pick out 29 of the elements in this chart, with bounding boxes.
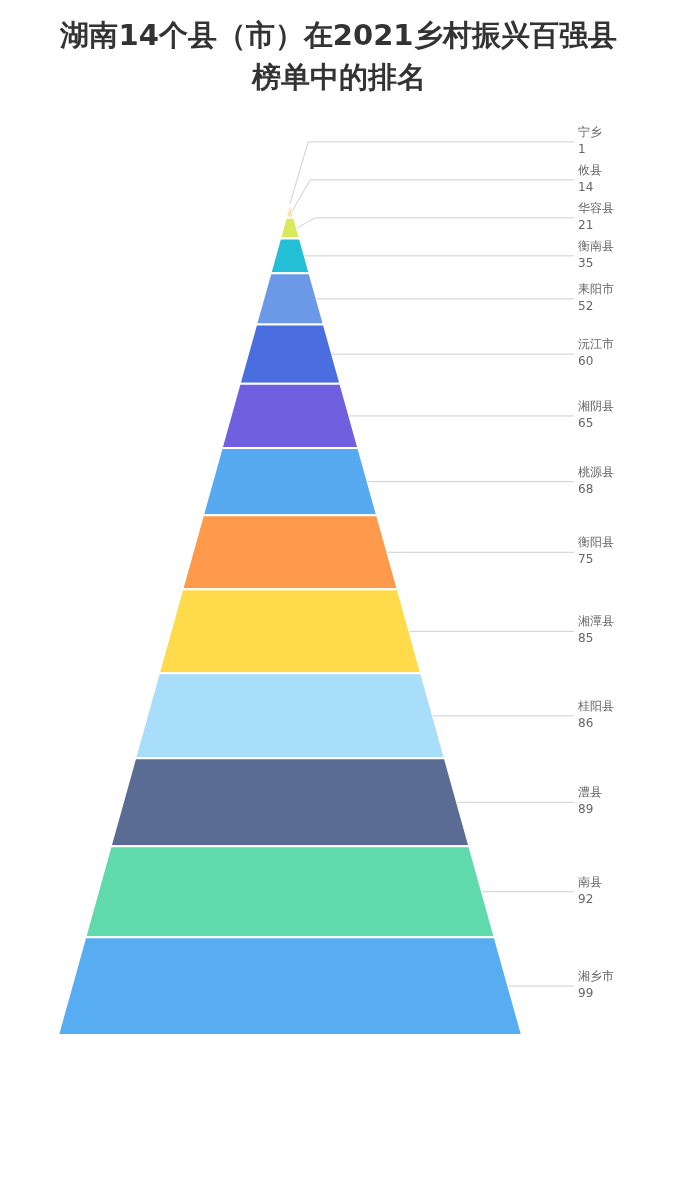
- category-label: 湘乡市: [578, 969, 614, 984]
- category-label: 衡阳县: [578, 535, 614, 550]
- data-label: 89: [578, 802, 594, 817]
- data-label: 75: [578, 552, 594, 567]
- data-label: 99: [578, 986, 594, 1001]
- data-label: 65: [578, 416, 594, 431]
- category-label: 衡南县: [578, 238, 614, 253]
- category-label: 华容县: [578, 200, 614, 215]
- text: 湖南14个县（市）在2021乡村振兴百强县榜单中的排名: [59, 17, 618, 96]
- data-label: 85: [578, 631, 594, 646]
- category-label: 湘潭县: [578, 614, 614, 629]
- data-label: 60: [578, 354, 594, 369]
- category-label: 沅江市: [578, 337, 614, 352]
- category-label: 南县: [578, 874, 602, 889]
- category-label: 澧县: [578, 785, 602, 800]
- data-label: 35: [578, 255, 594, 270]
- data-label: 92: [578, 891, 594, 906]
- category-label: 宁乡: [578, 124, 602, 139]
- category-label: 桂阳县: [577, 698, 614, 713]
- data-label: 21: [578, 217, 594, 232]
- data-label: 14: [578, 179, 594, 194]
- data-label: 1: [578, 141, 586, 156]
- category-label: 桃源县: [578, 464, 614, 479]
- category-label: 湘阴县: [578, 399, 614, 414]
- category-label: 耒阳市: [578, 281, 614, 296]
- data-label: 52: [578, 298, 594, 313]
- data-label: 68: [578, 481, 594, 496]
- data-label: 86: [578, 715, 594, 730]
- category-label: 攸县: [577, 162, 602, 177]
